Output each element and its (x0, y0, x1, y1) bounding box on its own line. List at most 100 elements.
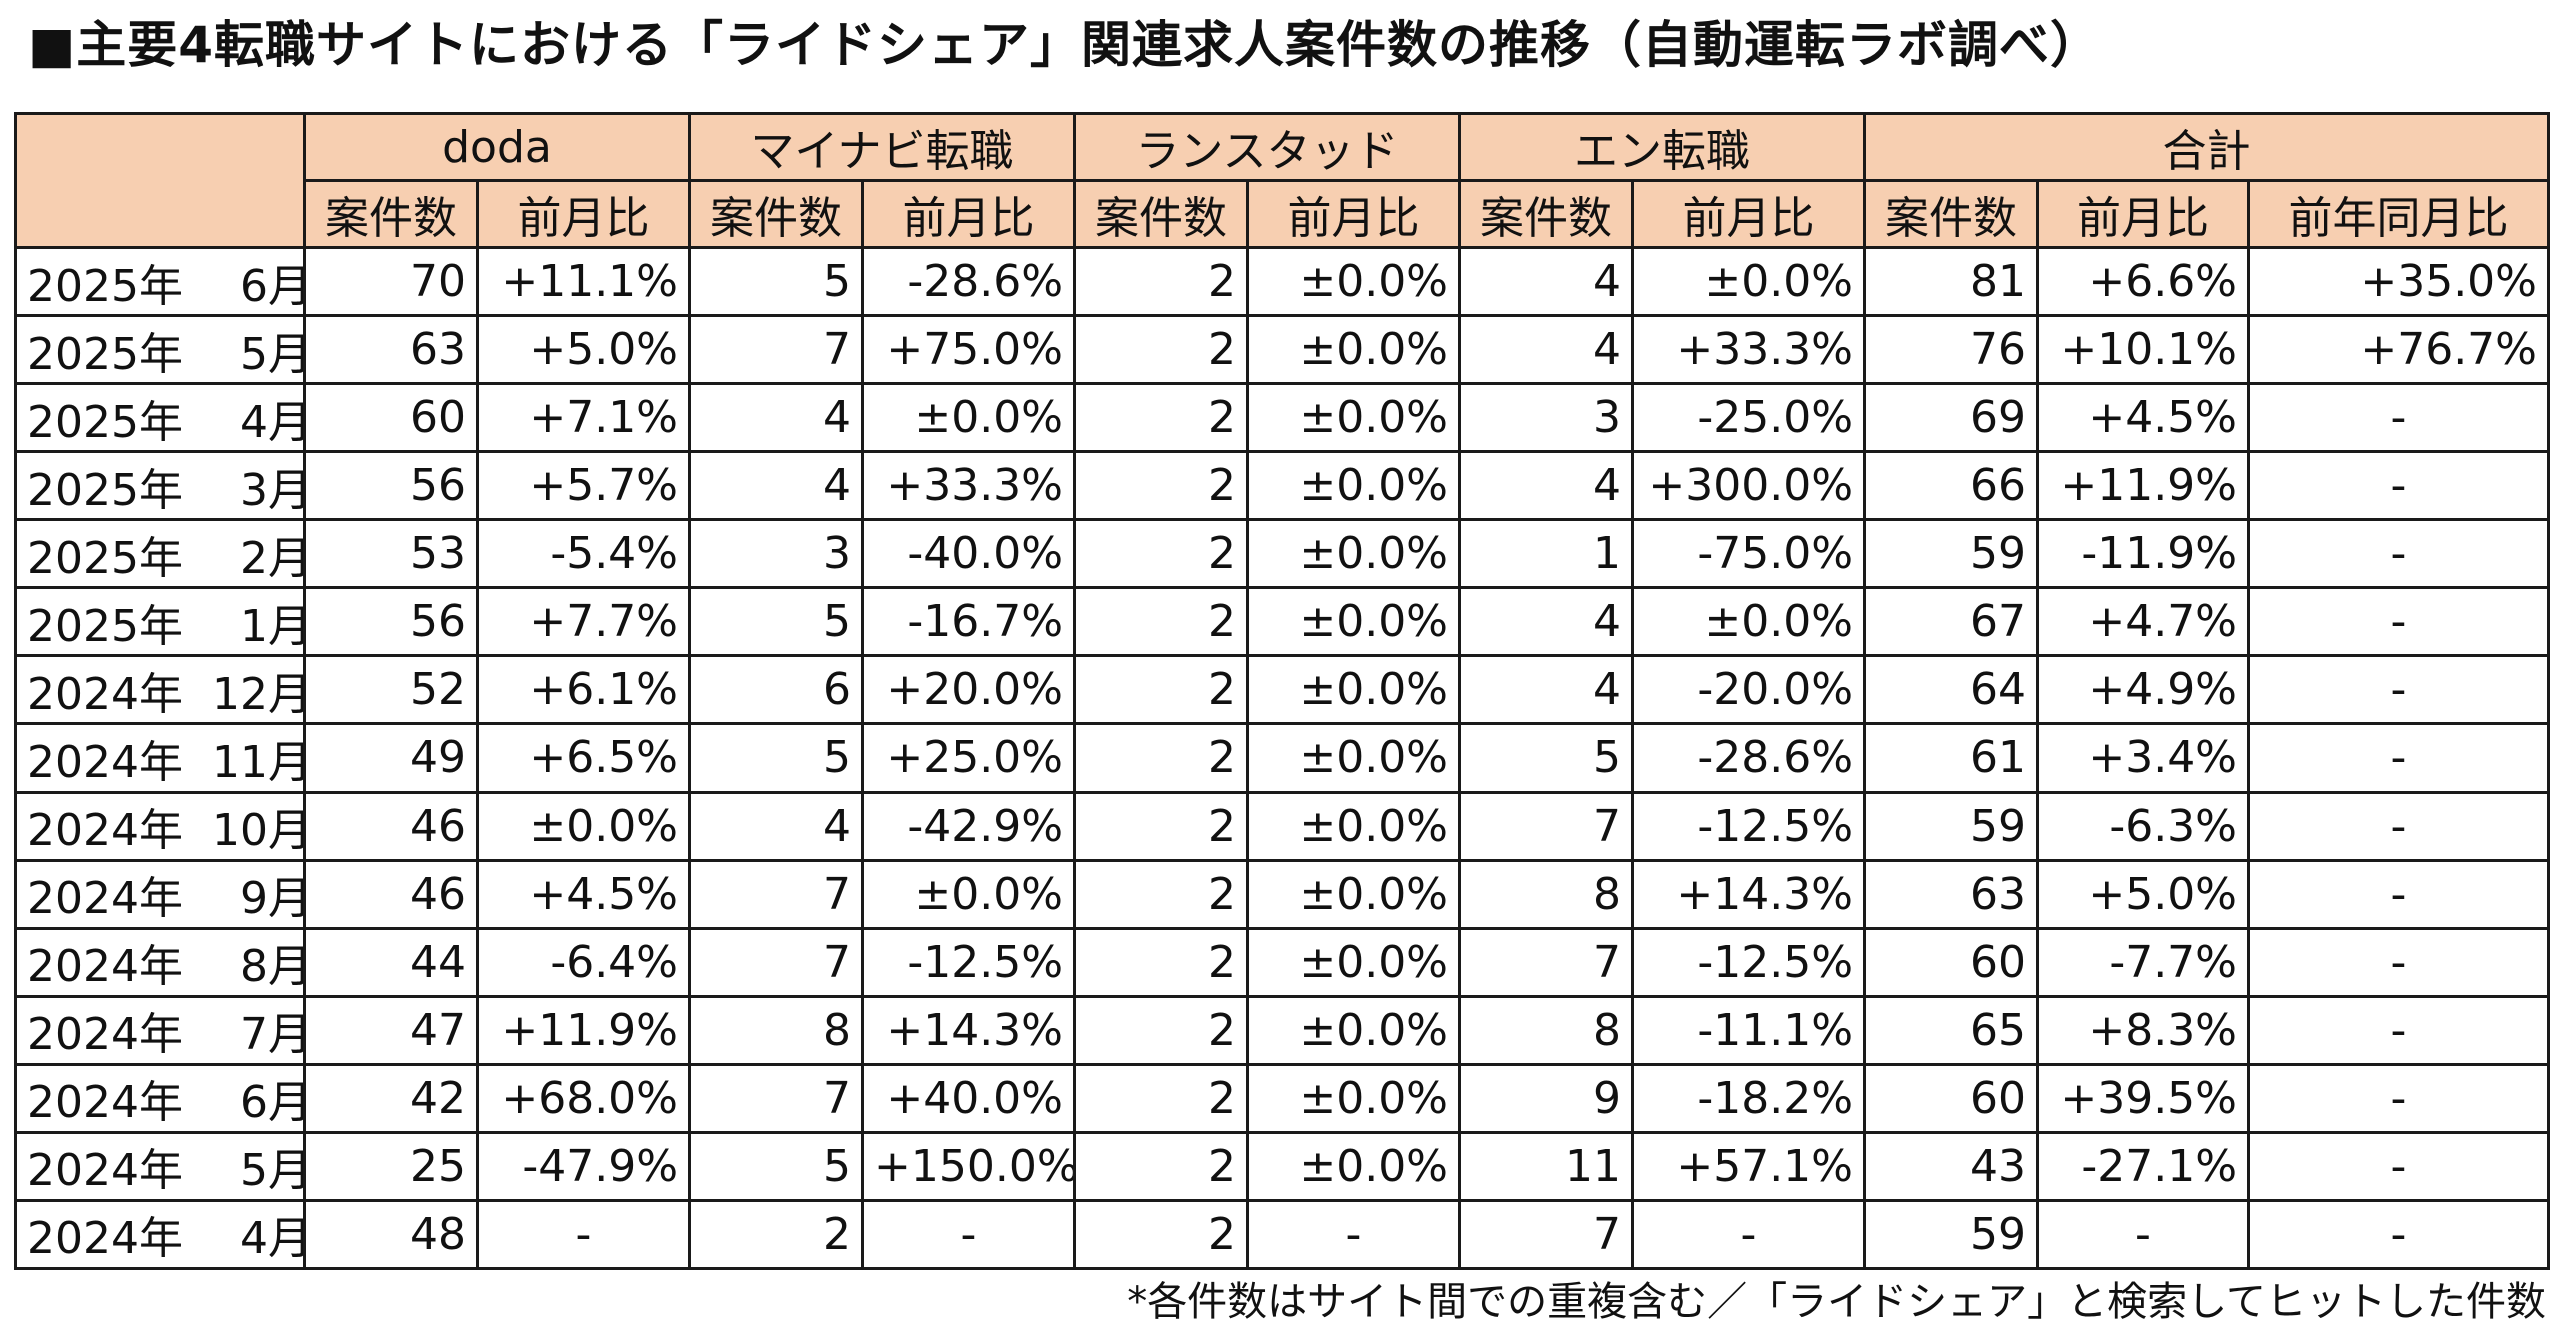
job-count-table: doda マイナビ転職 ランスタッド エン転職 合計 案件数 前月比 案件数 前… (14, 112, 2550, 1271)
footnote: *各件数はサイト間での重複含む／「ライドシェア」と検索してヒットした件数 (1127, 1279, 2546, 1325)
table-row: 2024年8月44-6.4%7-12.5%2±0.0%7-12.5%60-7.7… (14, 926, 2550, 998)
row-year: 2024年 (27, 1213, 183, 1265)
row-date-cell: 2025年 1月 (14, 586, 306, 658)
table-cell: -28.6% (861, 245, 1076, 318)
table-cell: - (2247, 518, 2550, 590)
row-year: 2024年 (27, 805, 183, 857)
row-month: 4月 (240, 1213, 302, 1265)
row-month: 6月 (240, 260, 302, 312)
table-row: 2024年 11月 49 +6.5% 5 +25.0% 2 ±0.0% 5 -28.6% 61 +3.… (14, 722, 2550, 794)
col-header-count: 案件数 (1073, 179, 1249, 249)
table-cell: - (2247, 926, 2550, 998)
table-cell: 7 (1458, 926, 1634, 998)
table-cell: 7 (688, 926, 864, 998)
row-date-cell: 2025年 6月 (14, 245, 306, 318)
table-cell: 2 (1073, 586, 1249, 658)
table-cell: 60 (303, 382, 479, 454)
row-date-cell: 2024年 11月 (14, 722, 306, 794)
table-cell: 44 (303, 926, 479, 998)
table-cell: 56 (303, 450, 479, 522)
table-cell: +40.0% (861, 1062, 1076, 1134)
row-date-cell: 2024年 10月 (14, 790, 306, 862)
table-cell: 2 (1073, 314, 1249, 386)
row-date-cell: 2025年 4月 (14, 382, 306, 454)
table-row: 2025年4月60+7.1%4±0.0%2±0.0%3-25.0%69+4.5%… (14, 382, 2550, 454)
table-cell: 46 (303, 790, 479, 862)
table-cell: -12.5% (1631, 926, 1866, 998)
table-cell: +68.0% (476, 1062, 691, 1134)
table-cell: 60 (1863, 1062, 2039, 1134)
table-cell: 2 (1073, 722, 1249, 794)
table-cell: 4 (1458, 245, 1634, 318)
table-cell: +4.7% (2036, 586, 2250, 658)
table-cell: 1 (1458, 518, 1634, 590)
table-cell: +5.7% (476, 450, 691, 522)
table-cell: 56 (303, 586, 479, 658)
table-row: 2024年 10月 46 ±0.0% 4 -42.9% 2 ±0.0% 7 -12.5% 59 -6.… (14, 790, 2550, 862)
table-cell: 7 (1458, 790, 1634, 862)
table-cell: - (1246, 1198, 1461, 1271)
row-date-cell: 2024年 5月 (14, 1130, 306, 1202)
table-cell: -47.9% (476, 1130, 691, 1202)
row-year: 2025年 (27, 396, 183, 448)
table-cell: -5.4% (476, 518, 691, 590)
table-cell: ±0.0% (1631, 586, 1866, 658)
col-header-count: 案件数 (303, 179, 479, 249)
table-cell: 4 (1458, 314, 1634, 386)
table-cell: ±0.0% (1246, 450, 1461, 522)
table-cell: -28.6% (1631, 722, 1866, 794)
row-year: 2024年 (27, 1145, 183, 1197)
row-month: 9月 (240, 873, 302, 925)
table-row: 2024年9月46+4.5%7±0.0%2±0.0%8+14.3%63+5.0%… (14, 858, 2550, 930)
col-header-mom: 前月比 (1246, 179, 1461, 249)
table-cell: +76.7% (2247, 314, 2550, 386)
table-cell: 46 (303, 858, 479, 930)
table-cell: ±0.0% (1246, 654, 1461, 726)
table-cell: 59 (1863, 518, 2039, 590)
group-header-doda: doda (303, 112, 691, 182)
table-cell: 66 (1863, 450, 2039, 522)
col-header-count: 案件数 (1458, 179, 1634, 249)
row-month: 10月 (212, 805, 305, 857)
table-cell: 4 (688, 382, 864, 454)
table-cell: 8 (688, 994, 864, 1066)
table-body: 2025年6月70+11.1%5-28.6%2±0.0%4±0.0%81+6.6… (14, 245, 2550, 1271)
table-cell: +150.0% (861, 1130, 1076, 1202)
table-row: 2024年 6月42+68.0%7+40.0%2±0.0%9-18.2%60+39… (14, 1062, 2550, 1134)
table-cell: +6.6% (2036, 245, 2250, 318)
table-cell: 47 (303, 994, 479, 1066)
row-month: 4月 (240, 396, 302, 448)
table-cell: - (476, 1198, 691, 1271)
table-cell: -25.0% (1631, 382, 1866, 454)
table-cell: +25.0% (861, 722, 1076, 794)
table-cell: 4 (1458, 586, 1634, 658)
row-year: 2025年 (27, 328, 183, 380)
table-cell: 59 (1863, 790, 2039, 862)
table-cell: 69 (1863, 382, 2039, 454)
table-cell: 65 (1863, 994, 2039, 1066)
table-cell: - (2247, 450, 2550, 522)
table-row: 2025年 5月63+5.0%7+75.0%2±0.0%4+33.3%76+10.… (14, 314, 2550, 386)
table-cell: 2 (1073, 654, 1249, 726)
table-cell: ±0.0% (861, 382, 1076, 454)
table-cell: +7.1% (476, 382, 691, 454)
table-cell: ±0.0% (476, 790, 691, 862)
header-corner-cell (14, 112, 306, 249)
row-month: 12月 (212, 668, 305, 720)
row-date-cell: 2024年 7月 (14, 994, 306, 1066)
table-cell: -6.4% (476, 926, 691, 998)
table-row: 2025年3月56+5.7%4+33.3%2±0.0%4+300.0%66+11… (14, 450, 2550, 522)
table-cell: -7.7% (2036, 926, 2250, 998)
table-cell: 2 (1073, 1130, 1249, 1202)
col-header-mom: 前月比 (861, 179, 1076, 249)
table-cell: ±0.0% (1631, 245, 1866, 318)
table-cell: 2 (1073, 1062, 1249, 1134)
row-year: 2024年 (27, 873, 183, 925)
table-cell: 5 (688, 586, 864, 658)
table-cell: +11.1% (476, 245, 691, 318)
table-cell: 5 (688, 1130, 864, 1202)
table-cell: +6.1% (476, 654, 691, 726)
table-cell: ±0.0% (1246, 382, 1461, 454)
table-cell: - (2247, 586, 2550, 658)
table-cell: +57.1% (1631, 1130, 1866, 1202)
